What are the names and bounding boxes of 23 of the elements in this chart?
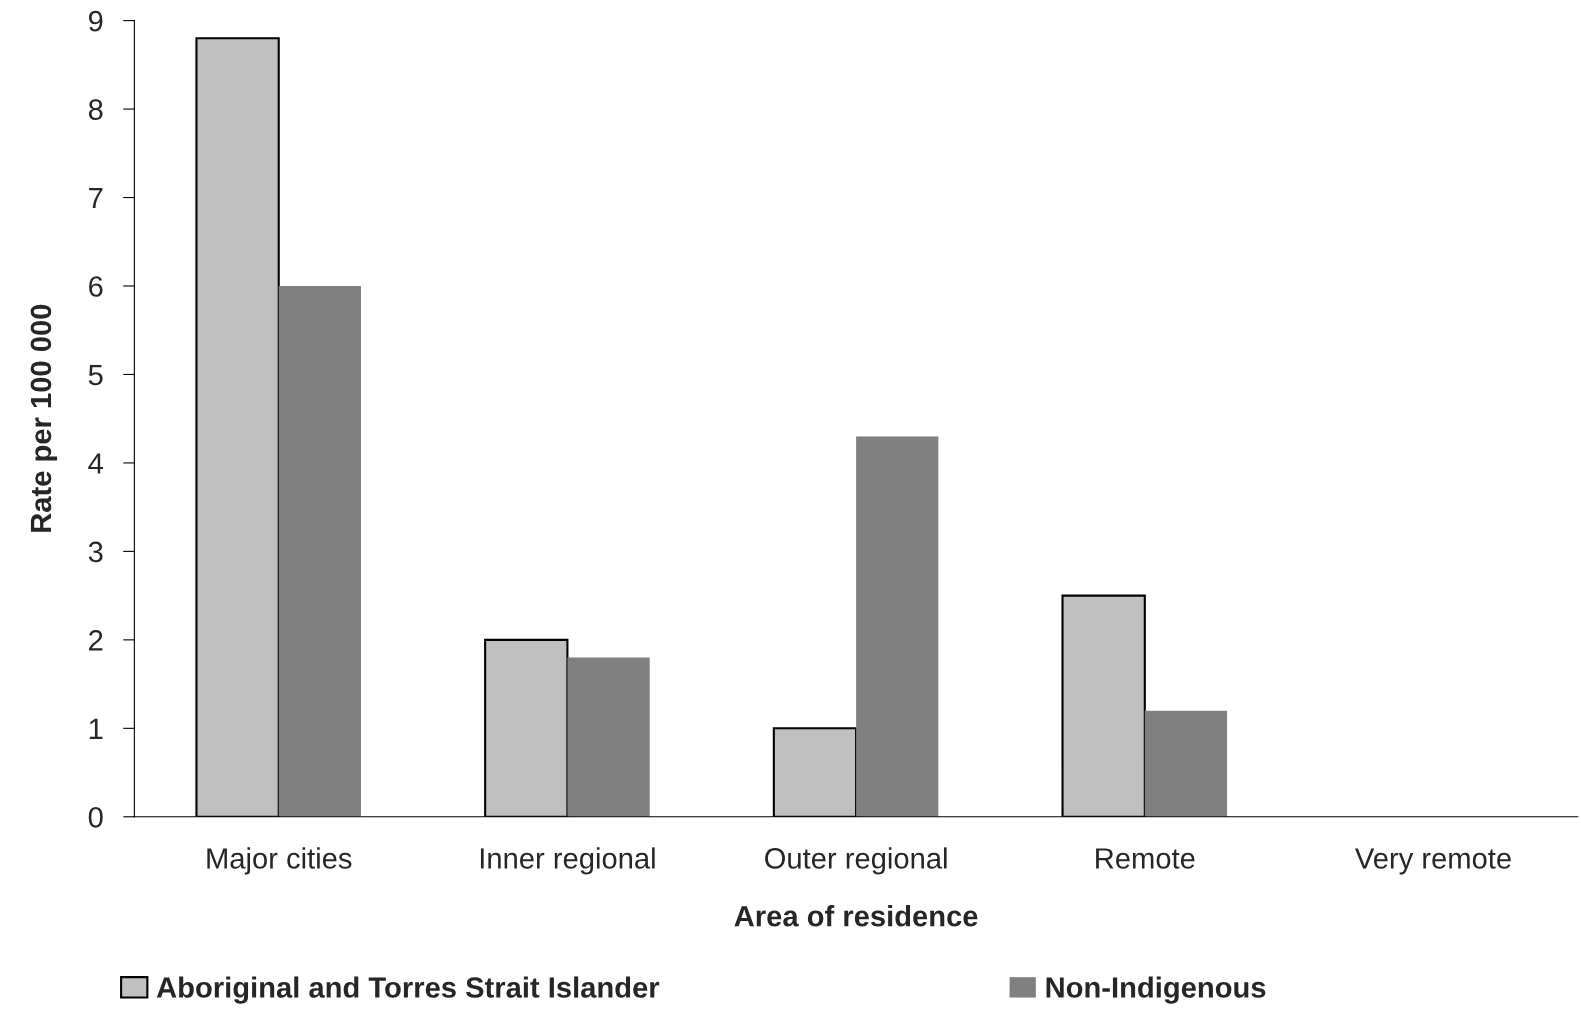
y-tick-label: 3 <box>88 541 103 563</box>
y-tick-label: 8 <box>88 99 103 120</box>
y-tick-label: 1 <box>89 718 103 739</box>
y-tick-label: 4 <box>88 453 103 474</box>
x-tick-label: Inner regional <box>480 847 655 875</box>
y-tick-label: 2 <box>89 630 103 651</box>
bar <box>567 657 650 817</box>
bar <box>1144 710 1228 817</box>
x-tick-label: Outer regional <box>765 847 947 875</box>
legend-label: Non-Indigenous <box>1046 976 1266 1004</box>
y-tick-label: 6 <box>89 276 103 297</box>
bar <box>856 436 939 817</box>
y-tick-label: 5 <box>88 364 103 386</box>
x-tick-label: Remote <box>1096 848 1195 869</box>
y-axis-title: Rate per 100 000 <box>30 304 58 532</box>
x-tick-label: Major cities <box>207 847 352 875</box>
bar <box>278 286 362 817</box>
y-tick-label: 0 <box>88 806 103 828</box>
x-tick-label: Very remote <box>1355 848 1511 875</box>
y-tick-label: 7 <box>89 188 103 209</box>
y-tick-label: 9 <box>88 10 103 32</box>
x-axis-title: Area of residence <box>734 905 978 927</box>
legend-label: Aboriginal and Torres Strait Islander <box>156 976 660 1004</box>
